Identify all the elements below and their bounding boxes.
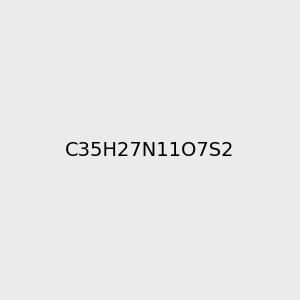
Text: C35H27N11O7S2: C35H27N11O7S2 [65, 140, 235, 160]
